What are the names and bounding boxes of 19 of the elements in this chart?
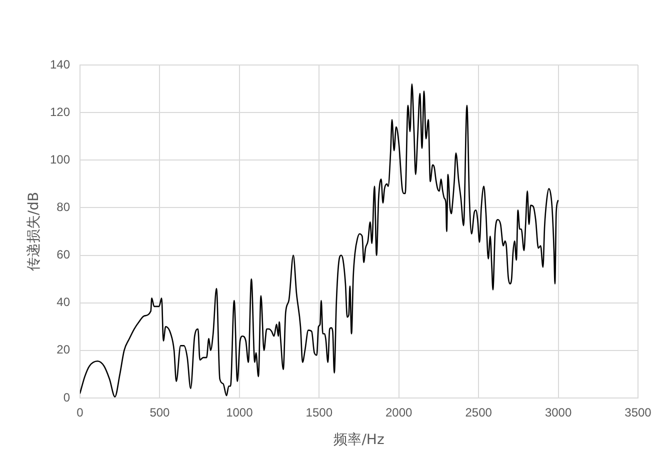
y-tick-label: 120 [50, 104, 70, 119]
y-axis-title: 传递损失/dB [26, 192, 42, 272]
x-tick-label: 1500 [306, 406, 333, 420]
x-tick-label: 3500 [624, 406, 652, 420]
x-tick-label: 2000 [386, 406, 413, 420]
line-series [80, 83, 559, 398]
x-tick-label: 2500 [465, 406, 492, 420]
y-tick-label: 140 [50, 57, 70, 72]
y-tick-label: 80 [56, 200, 70, 214]
x-tick-label: 500 [150, 406, 170, 420]
x-tick-label: 3000 [544, 406, 572, 420]
y-tick-label: 40 [56, 295, 70, 310]
x-tick-label: 0 [76, 406, 84, 420]
y-tick-label: 0 [63, 390, 70, 404]
x-tick-label: 1000 [226, 406, 254, 420]
x-axis-title: 频率/Hz [334, 432, 384, 448]
y-tick-label: 100 [50, 152, 70, 166]
y-tick-label: 20 [56, 342, 70, 357]
y-tick-label: 60 [56, 248, 70, 262]
